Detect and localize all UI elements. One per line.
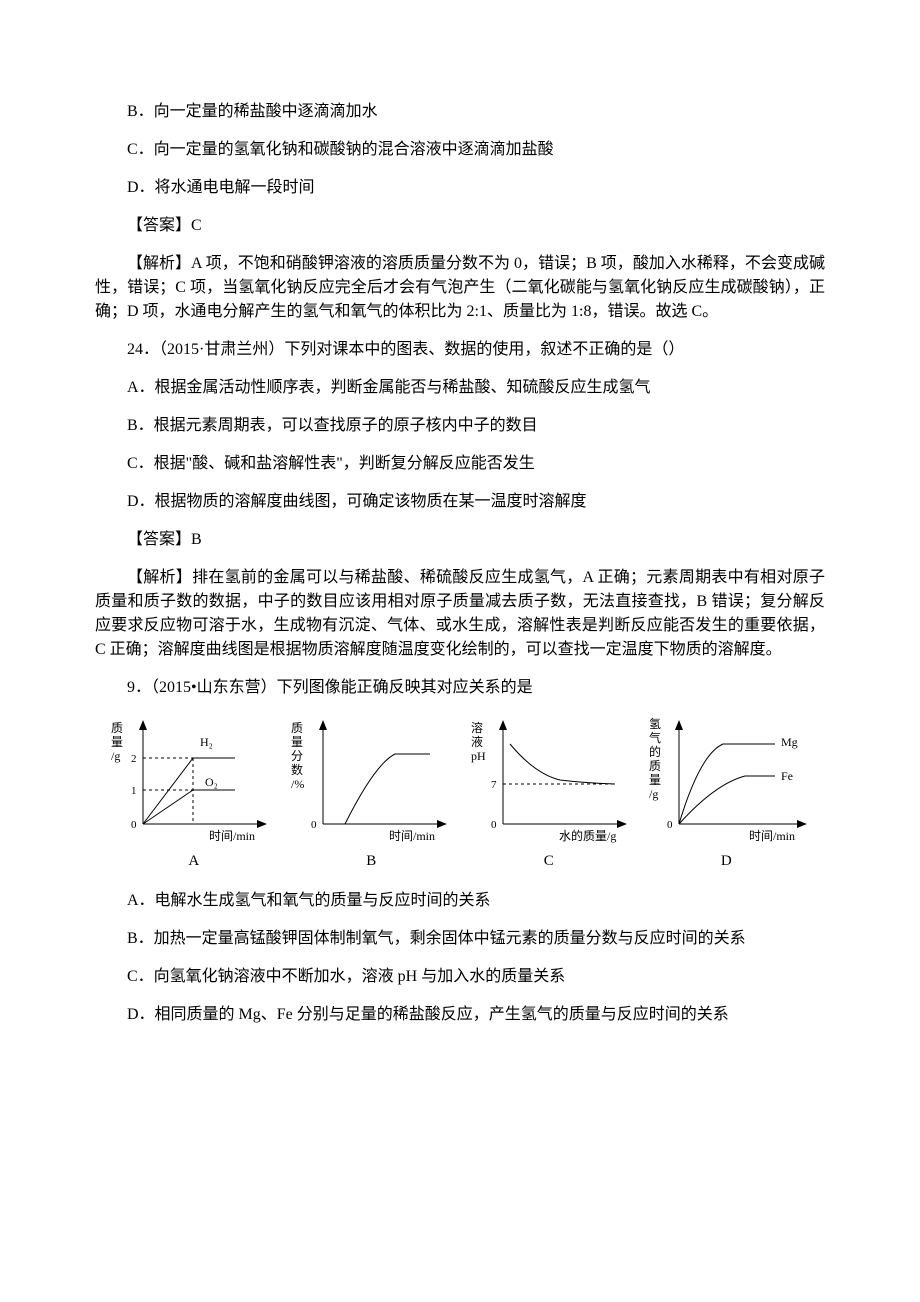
chart-a: 质 量 /g 0 1 2 H₂ O₂ 时间/min <box>105 714 275 844</box>
chart-a-series-h2: H₂ <box>200 735 213 749</box>
chart-d-yl5: 量 <box>649 773 661 787</box>
chart-c: 溶 液 pH 0 7 水的质量/g <box>465 714 635 844</box>
chart-b-yl4: 数 <box>291 762 303 777</box>
chart-a-ytick2: 2 <box>131 753 137 765</box>
q9-stem: 9．（2015•山东东营）下列图像能正确反映其对应关系的是 <box>95 676 825 700</box>
q9-option-c: C．向氢氧化钠溶液中不断加水，溶液 pH 与加入水的质量关系 <box>95 965 825 989</box>
chart-d-yl1: 氢 <box>649 716 661 731</box>
explanation-1: 【解析】A 项，不饱和硝酸钾溶液的溶质质量分数不为 0，错误；B 项，酸加入水稀… <box>95 252 825 324</box>
chart-label-a: A <box>109 850 279 873</box>
chart-a-ytick1: 1 <box>131 785 137 797</box>
chart-label-b: B <box>286 850 456 873</box>
chart-b-yl2: 量 <box>291 735 303 749</box>
chart-d-mg: Mg <box>781 735 798 749</box>
q24-option-a: A．根据金属活动性顺序表，判断金属能否与稀盐酸、知硫酸反应生成氢气 <box>95 376 825 400</box>
chart-b-yl1: 质 <box>291 721 303 735</box>
q9-option-d: D．相同质量的 Mg、Fe 分别与足量的稀盐酸反应，产生氢气的质量与反应时间的关… <box>95 1003 825 1027</box>
q9-option-a: A．电解水生成氢气和氧气的质量与反应时间的关系 <box>95 889 825 913</box>
chart-a-ytick0: 0 <box>131 819 137 831</box>
chart-d: 氢 气 的 质 量 /g 0 Mg Fe 时间/min <box>645 714 815 844</box>
q24-stem: 24．（2015·甘肃兰州）下列对课本中的图表、数据的使用，叙述不正确的是（） <box>95 338 825 362</box>
chart-d-yl6: /g <box>649 787 658 801</box>
chart-c-xlabel: 水的质量/g <box>559 828 616 843</box>
chart-label-d: D <box>641 850 811 873</box>
explanation-2: 【解析】排在氢前的金属可以与稀盐酸、稀硫酸反应生成氢气，A 正确；元素周期表中有… <box>95 566 825 662</box>
chart-c-ytick0: 0 <box>491 819 497 831</box>
chart-label-c: C <box>464 850 634 873</box>
q24-option-c: C．根据"酸、碱和盐溶解性表"，判断复分解反应能否发生 <box>95 452 825 476</box>
answer-1: 【答案】C <box>95 214 825 238</box>
chart-labels-row: A B C D <box>95 850 825 873</box>
chart-d-xlabel: 时间/min <box>749 829 795 843</box>
answer-2: 【答案】B <box>95 528 825 552</box>
q24-option-b: B．根据元素周期表，可以查找原子的原子核内中子的数目 <box>95 414 825 438</box>
chart-a-ylabel-3: /g <box>111 749 120 763</box>
q9-option-b: B．加热一定量高锰酸钾固体制制氧气，剩余固体中锰元素的质量分数与反应时间的关系 <box>95 927 825 951</box>
chart-c-ytick7: 7 <box>491 779 497 791</box>
option-b: B．向一定量的稀盐酸中逐滴滴加水 <box>95 100 825 124</box>
chart-b-yl5: /% <box>291 777 304 791</box>
chart-a-series-o2: O₂ <box>205 775 218 789</box>
chart-c-yl1: 溶 <box>471 720 483 735</box>
chart-d-fe: Fe <box>781 769 793 783</box>
chart-d-yl3: 的 <box>649 744 661 759</box>
option-d: D．将水通电电解一段时间 <box>95 176 825 200</box>
chart-d-yl2: 气 <box>649 730 661 745</box>
chart-b-ytick0: 0 <box>311 819 317 831</box>
option-c: C．向一定量的氢氧化钠和碳酸钠的混合溶液中逐滴滴加盐酸 <box>95 138 825 162</box>
chart-a-xlabel: 时间/min <box>209 829 255 843</box>
chart-d-ytick0: 0 <box>667 819 673 831</box>
chart-b-xlabel: 时间/min <box>389 829 435 843</box>
q24-option-d: D．根据物质的溶解度曲线图，可确定该物质在某一温度时溶解度 <box>95 490 825 514</box>
chart-c-yl2: 液 <box>471 734 483 749</box>
chart-b-yl3: 分 <box>291 749 303 763</box>
chart-a-ylabel-1: 质 <box>111 721 123 735</box>
chart-c-yl3: pH <box>471 749 486 763</box>
chart-a-ylabel-2: 量 <box>111 735 123 749</box>
charts-row: 质 量 /g 0 1 2 H₂ O₂ 时间/min <box>95 714 825 844</box>
chart-d-yl4: 质 <box>649 759 661 773</box>
chart-b: 质 量 分 数 /% 0 时间/min <box>285 714 455 844</box>
